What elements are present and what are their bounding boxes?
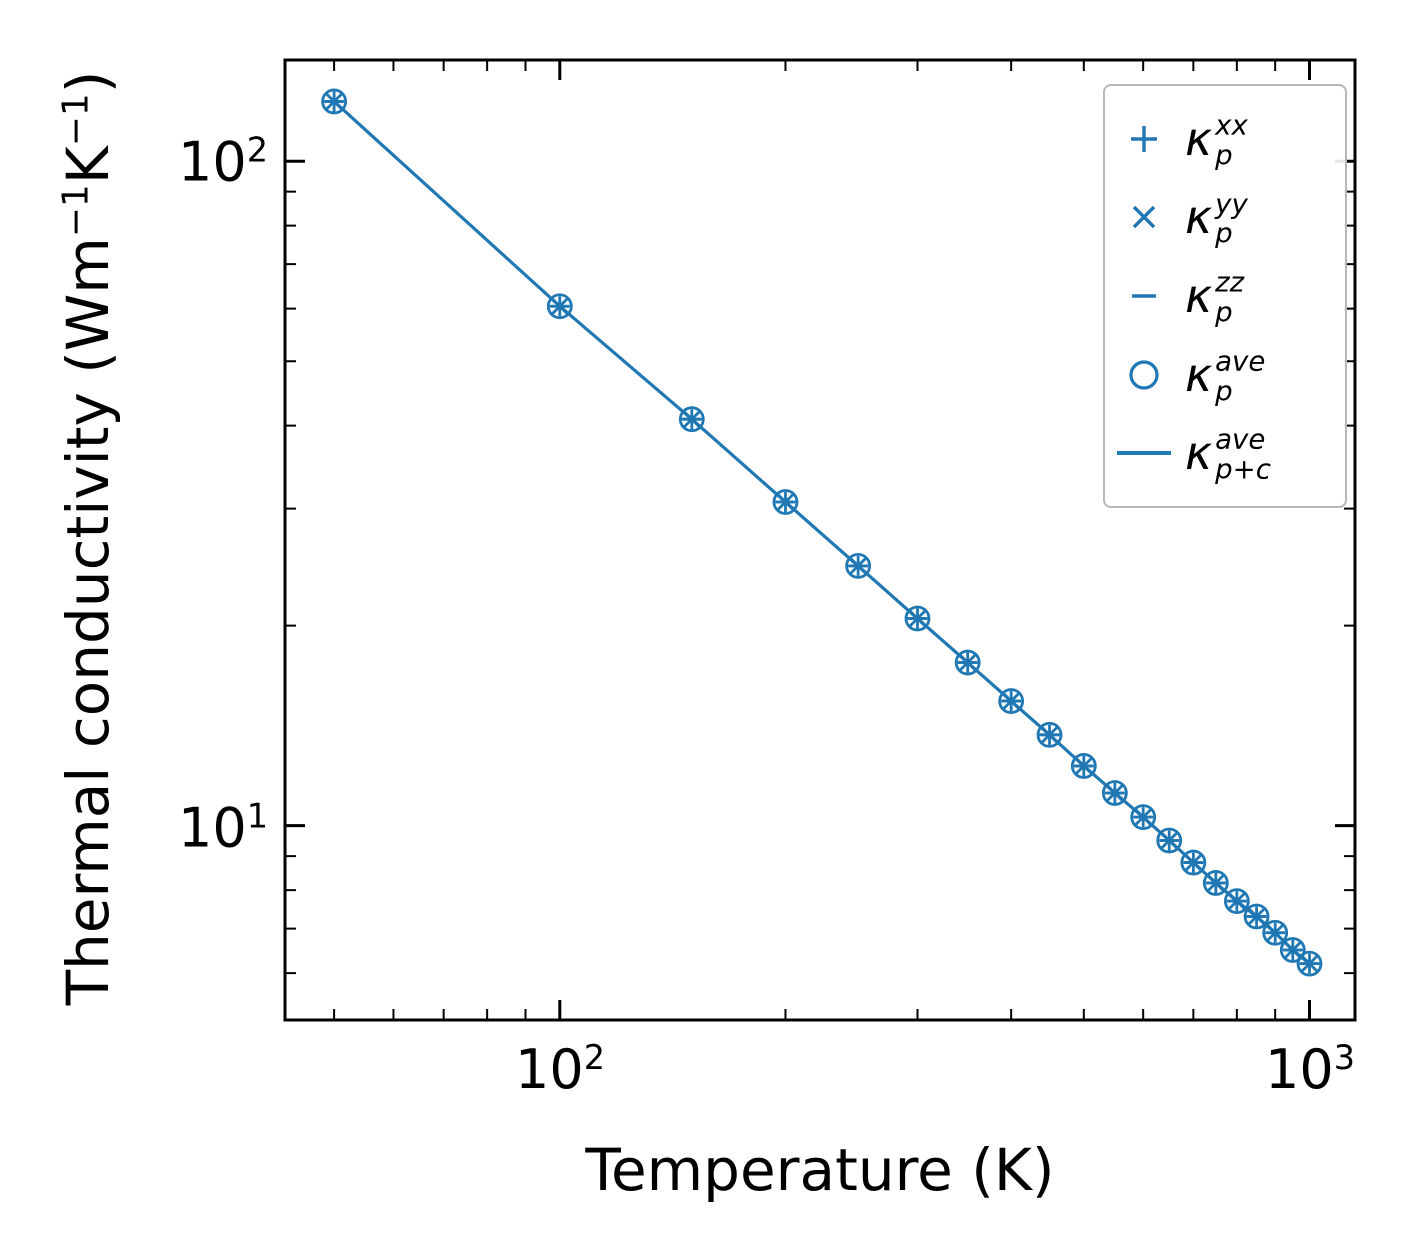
circle-marker xyxy=(1243,903,1270,930)
circle-marker xyxy=(772,489,799,515)
legend-label: κ ave p+c xyxy=(1185,422,1271,486)
legend-label: κ ave p xyxy=(1185,344,1266,407)
circle-marker xyxy=(1262,919,1289,946)
legend-entry-kappa-yy: κ yy p xyxy=(1115,188,1335,248)
plus-marker-icon xyxy=(1131,125,1157,152)
circle-marker xyxy=(954,649,981,676)
legend-label: κ zz p xyxy=(1185,265,1245,329)
circle-marker xyxy=(904,605,931,632)
series-group xyxy=(321,88,1323,977)
circle-marker xyxy=(678,406,705,433)
legend-entry-kappa-p-plus-c: κ ave p+c xyxy=(1115,422,1335,486)
marker-series-dash xyxy=(325,100,1319,966)
legend-entry-kappa-xx: κ xx p xyxy=(1115,109,1335,169)
circle-marker xyxy=(1202,870,1229,896)
legend-entry-kappa-ave: κ ave p xyxy=(1115,345,1335,405)
x-tick-label-1000: 103 xyxy=(1264,1038,1356,1101)
circle-marker xyxy=(1180,849,1207,876)
axes-frame xyxy=(283,58,1357,1022)
circle-marker xyxy=(1156,827,1183,854)
legend-entry-kappa-zz: κ zz p xyxy=(1115,265,1335,329)
circle-marker-icon xyxy=(1129,359,1159,390)
circle-marker xyxy=(1130,804,1157,831)
circle-marker xyxy=(1101,780,1128,806)
circle-marker xyxy=(1279,937,1306,963)
circle-marker xyxy=(546,293,573,320)
legend-label: κ xx p xyxy=(1185,108,1248,172)
circle-marker xyxy=(998,688,1025,714)
circle-marker xyxy=(1296,950,1323,977)
axis-ticks xyxy=(285,60,1355,1020)
x-axis-label: Temperature (K) xyxy=(585,1136,1055,1204)
circle-marker xyxy=(1070,753,1097,779)
y-tick-label-10: 101 xyxy=(177,796,268,860)
x-marker-icon xyxy=(1132,206,1156,229)
circle-marker xyxy=(1036,721,1063,748)
dash-marker-icon xyxy=(1132,294,1156,298)
x-tick-label-100: 102 xyxy=(514,1038,606,1101)
y-axis-label: Thermal conductivity (Wm−1K−1) xyxy=(54,70,122,1006)
line-marker-icon xyxy=(1117,451,1171,456)
legend-label: κ yy p xyxy=(1185,186,1248,250)
marker-series-circle xyxy=(321,88,1323,977)
y-tick-label-100: 102 xyxy=(177,130,268,194)
circle-marker xyxy=(845,553,872,579)
legend: κ xx p κ yy p κ zz p κ ave p κ ave p+c xyxy=(1103,84,1347,508)
circle-marker xyxy=(1223,888,1250,915)
circle-marker xyxy=(321,88,348,115)
